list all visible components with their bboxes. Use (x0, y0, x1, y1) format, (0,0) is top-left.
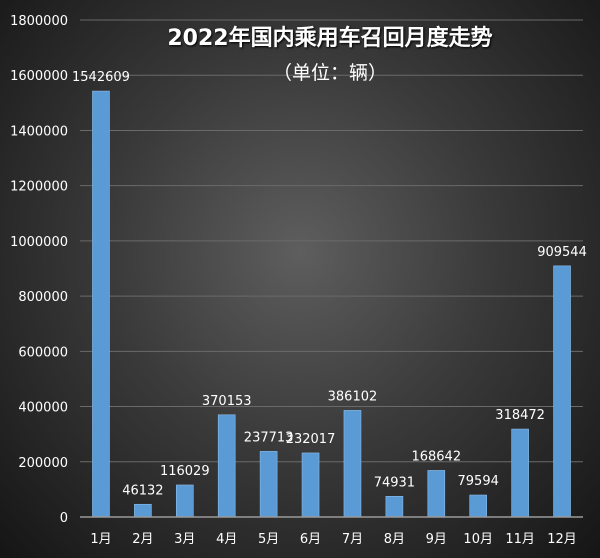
data-label: 46132 (122, 483, 163, 498)
x-tick-label: 12月 (547, 532, 577, 547)
bar (511, 428, 529, 518)
x-tick-label: 4月 (216, 532, 237, 547)
data-label: 386102 (328, 389, 378, 404)
x-tick-label: 9月 (426, 532, 447, 547)
chart-title: 2022年国内乘用车召回月度走势 (167, 26, 493, 51)
y-tick-label: 1800000 (10, 14, 68, 29)
data-label: 318472 (495, 408, 545, 423)
bar (553, 265, 571, 518)
bar (92, 90, 110, 518)
y-tick-label: 400000 (18, 401, 68, 416)
x-tick-label: 11月 (505, 532, 535, 547)
chart-subtitle: （单位：辆） (272, 62, 387, 84)
bar (175, 484, 194, 518)
x-tick-label: 7月 (342, 532, 363, 547)
data-label: 116029 (160, 464, 210, 479)
y-tick-label: 1400000 (10, 124, 68, 139)
y-tick-label: 1600000 (10, 69, 68, 84)
data-label: 909544 (537, 245, 587, 260)
y-tick-label: 1200000 (10, 180, 68, 195)
data-label: 1542609 (72, 70, 130, 85)
x-tick-label: 8月 (384, 532, 405, 547)
data-label: 232017 (286, 432, 336, 447)
x-tick-label: 1月 (90, 532, 111, 547)
bar (427, 470, 446, 518)
x-tick-label: 2月 (132, 532, 153, 547)
data-label: 74931 (374, 475, 415, 490)
bar (343, 410, 362, 518)
bar (385, 496, 404, 518)
data-label: 79594 (458, 474, 499, 489)
data-label: 168642 (411, 449, 461, 464)
y-tick-label: 600000 (18, 345, 68, 360)
y-tick-label: 800000 (18, 290, 68, 305)
bar (217, 414, 236, 518)
x-tick-label: 5月 (258, 532, 279, 547)
bar (134, 503, 152, 518)
x-tick-label: 3月 (174, 532, 195, 547)
bar (469, 494, 488, 518)
bar (301, 452, 320, 518)
y-tick-label: 200000 (18, 456, 68, 471)
bar (259, 451, 278, 518)
y-tick-label: 0 (60, 511, 68, 526)
data-label: 370153 (202, 394, 252, 409)
y-tick-label: 1000000 (10, 235, 68, 250)
data-label: 237713 (244, 430, 294, 445)
x-tick-label: 10月 (463, 532, 493, 547)
x-tick-label: 6月 (300, 532, 321, 547)
